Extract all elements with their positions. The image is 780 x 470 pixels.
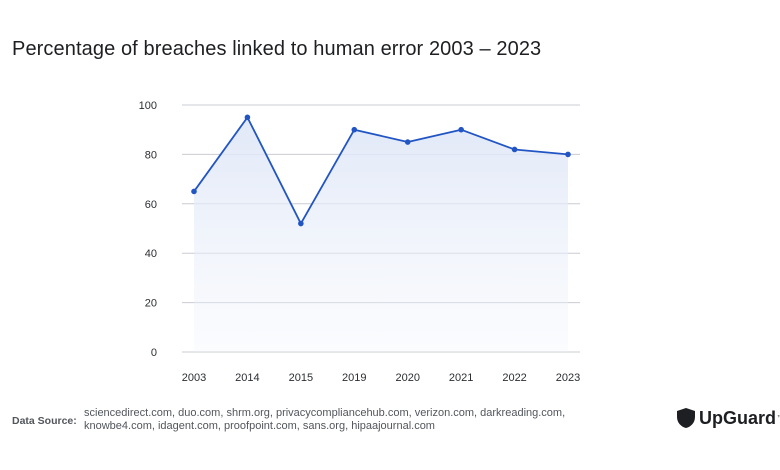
- y-tick-label: 0: [151, 347, 157, 359]
- x-tick-label: 2014: [235, 372, 259, 384]
- data-point-2019: [351, 126, 358, 133]
- y-tick-label: 40: [145, 248, 157, 260]
- data-point-2003: [191, 188, 197, 195]
- x-tick-label: 2022: [502, 372, 526, 384]
- chart-title: Percentage of breaches linked to human e…: [12, 38, 542, 60]
- data-point-2023: [565, 151, 571, 158]
- data-point-2022: [511, 146, 518, 153]
- data-point-2020: [404, 139, 411, 145]
- shield-icon: [677, 408, 695, 428]
- data-point-2021: [458, 126, 464, 133]
- x-tick-label: 2023: [556, 372, 580, 384]
- data-point-2014: [244, 114, 251, 121]
- line-chart: 0 20 40 60 80 100 2003 2014 2015 2019 2020 2021 202…: [139, 100, 581, 384]
- upguard-logo: UpGuard™: [676, 407, 780, 429]
- y-tick-label: 80: [145, 149, 157, 161]
- x-tick-label: 2021: [449, 372, 473, 384]
- x-tick-label: 2020: [395, 372, 419, 384]
- series-line: [193, 116, 569, 225]
- data-source-list: sciencedirect.com, duo.com, shrm.org, pr…: [84, 407, 566, 432]
- x-tick-label: 2003: [182, 372, 206, 384]
- brand-name: UpGuard: [699, 407, 777, 428]
- x-tick-label: 2019: [342, 372, 366, 384]
- y-tick-label: 100: [139, 100, 157, 112]
- data-source-label: Data Source:: [12, 415, 77, 427]
- data-point-2015: [298, 220, 304, 227]
- y-tick-label: 60: [145, 199, 157, 211]
- x-tick-label: 2015: [289, 372, 313, 384]
- series-area: [194, 117, 568, 352]
- y-tick-label: 20: [145, 298, 157, 310]
